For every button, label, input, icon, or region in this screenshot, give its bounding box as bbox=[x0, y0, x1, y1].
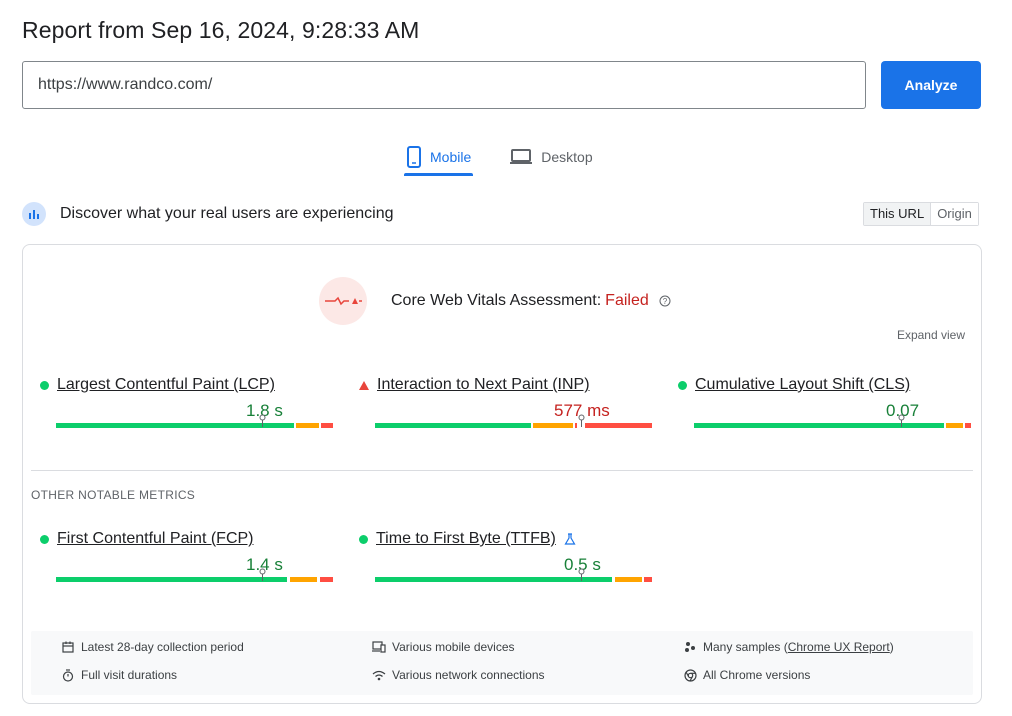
network-text: Various network connections bbox=[392, 668, 545, 682]
cwv-assessment-status: Failed bbox=[605, 292, 649, 309]
devices-icon bbox=[372, 640, 386, 654]
timer-icon bbox=[61, 668, 75, 682]
metric-inp-name[interactable]: Interaction to Next Paint (INP) bbox=[377, 376, 590, 393]
pulse-warning-icon bbox=[319, 277, 367, 325]
page-title: Report from Sep 16, 2024, 9:28:33 AM bbox=[22, 17, 420, 43]
percentile-marker-icon bbox=[578, 414, 585, 427]
collection-period: Latest 28-day collection period bbox=[61, 640, 244, 654]
url-input[interactable] bbox=[22, 61, 866, 109]
poor-segment bbox=[644, 577, 652, 582]
metric-lcp-distribution-bar bbox=[56, 414, 333, 428]
percentile-marker-icon bbox=[259, 414, 266, 427]
percentile-marker-icon bbox=[898, 414, 905, 427]
metric-fcp-value: 1.4 s bbox=[246, 555, 283, 574]
good-status-icon bbox=[359, 534, 368, 544]
help-icon[interactable]: ? bbox=[659, 295, 671, 307]
samples-icon bbox=[683, 640, 697, 654]
flask-icon bbox=[564, 533, 576, 545]
metric-inp-value: 577 ms bbox=[554, 401, 610, 420]
cwv-assessment: Core Web Vitals Assessment: Failed ? bbox=[391, 292, 671, 310]
origin-button[interactable]: Origin bbox=[931, 203, 978, 225]
poor-segment bbox=[321, 423, 333, 428]
tab-desktop-label: Desktop bbox=[541, 149, 593, 165]
tab-mobile-label: Mobile bbox=[430, 149, 472, 165]
mobile-phone-icon bbox=[406, 146, 422, 168]
devices-text: Various mobile devices bbox=[392, 640, 515, 654]
collection-period-text: Latest 28-day collection period bbox=[81, 640, 244, 654]
metric-ttfb: Time to First Byte (TTFB) 0.5 s bbox=[359, 529, 659, 582]
needs-improvement-segment bbox=[533, 423, 573, 428]
devices-info: Various mobile devices bbox=[372, 640, 515, 654]
field-data-card: Core Web Vitals Assessment: Failed ? Exp… bbox=[22, 244, 982, 704]
tab-mobile[interactable]: Mobile bbox=[404, 138, 474, 176]
metric-lcp-name[interactable]: Largest Contentful Paint (LCP) bbox=[57, 376, 275, 393]
poor-segment bbox=[585, 423, 652, 428]
samples-info: Many samples (Chrome UX Report) bbox=[683, 640, 894, 654]
poor-segment-left bbox=[575, 423, 577, 428]
cwv-assessment-label: Core Web Vitals Assessment: bbox=[391, 292, 602, 309]
metric-cls: Cumulative Layout Shift (CLS) 0.07 bbox=[678, 375, 978, 428]
metric-inp: Interaction to Next Paint (INP) 577 ms bbox=[359, 375, 659, 428]
metric-fcp: First Contentful Paint (FCP) 1.4 s bbox=[40, 529, 340, 582]
chrome-versions-info: All Chrome versions bbox=[683, 668, 810, 682]
collection-info: Latest 28-day collection period Various … bbox=[31, 631, 973, 695]
discover-section: Discover what your real users are experi… bbox=[22, 202, 393, 226]
good-status-icon bbox=[40, 380, 49, 390]
needs-improvement-segment bbox=[946, 423, 963, 428]
good-segment bbox=[375, 423, 531, 428]
metric-cls-value: 0.07 bbox=[886, 401, 920, 420]
poor-segment bbox=[965, 423, 971, 428]
metric-ttfb-name[interactable]: Time to First Byte (TTFB) bbox=[376, 530, 556, 547]
poor-status-icon bbox=[359, 380, 369, 390]
needs-improvement-segment bbox=[615, 577, 642, 582]
network-info: Various network connections bbox=[372, 668, 545, 682]
discover-text: Discover what your real users are experi… bbox=[60, 205, 394, 222]
good-status-icon bbox=[40, 534, 49, 544]
calendar-icon bbox=[61, 640, 75, 654]
chrome-versions-text: All Chrome versions bbox=[703, 668, 811, 682]
good-segment bbox=[694, 423, 944, 428]
other-metrics-heading: OTHER NOTABLE METRICS bbox=[31, 488, 196, 502]
metric-fcp-name[interactable]: First Contentful Paint (FCP) bbox=[57, 530, 254, 547]
wifi-icon bbox=[372, 668, 386, 682]
chrome-icon bbox=[683, 668, 697, 682]
needs-improvement-segment bbox=[296, 423, 319, 428]
device-tabs: Mobile Desktop bbox=[404, 138, 595, 176]
samples-prefix: Many samples ( bbox=[703, 640, 788, 654]
metric-cls-distribution-bar bbox=[694, 414, 971, 428]
good-segment bbox=[56, 423, 294, 428]
this-url-button[interactable]: This URL bbox=[864, 203, 932, 225]
good-segment bbox=[56, 577, 287, 582]
metric-inp-distribution-bar bbox=[375, 414, 652, 428]
good-status-icon bbox=[678, 380, 687, 390]
percentile-marker-icon bbox=[259, 568, 266, 581]
laptop-icon bbox=[509, 148, 533, 166]
samples-suffix: ) bbox=[889, 640, 894, 654]
percentile-marker-icon bbox=[578, 568, 585, 581]
tab-desktop[interactable]: Desktop bbox=[507, 138, 594, 176]
chrome-ux-report-link[interactable]: Chrome UX Report bbox=[787, 640, 890, 654]
visit-durations: Full visit durations bbox=[61, 668, 177, 682]
url-origin-toggle: This URL Origin bbox=[863, 202, 979, 226]
users-chart-icon bbox=[22, 202, 46, 226]
metric-fcp-distribution-bar bbox=[56, 568, 333, 582]
metric-lcp-value: 1.8 s bbox=[246, 401, 283, 420]
visit-durations-text: Full visit durations bbox=[81, 668, 178, 682]
section-divider bbox=[31, 470, 973, 471]
good-segment bbox=[375, 577, 612, 582]
analyze-button[interactable]: Analyze bbox=[881, 61, 981, 109]
expand-view-link[interactable]: Expand view bbox=[896, 328, 965, 342]
metric-lcp: Largest Contentful Paint (LCP) 1.8 s bbox=[40, 375, 340, 428]
metric-ttfb-value: 0.5 s bbox=[564, 555, 601, 574]
poor-segment bbox=[320, 577, 333, 582]
needs-improvement-segment bbox=[290, 577, 317, 582]
metric-cls-name[interactable]: Cumulative Layout Shift (CLS) bbox=[695, 376, 911, 393]
metric-ttfb-distribution-bar bbox=[375, 568, 652, 582]
svg-text:?: ? bbox=[663, 297, 668, 306]
